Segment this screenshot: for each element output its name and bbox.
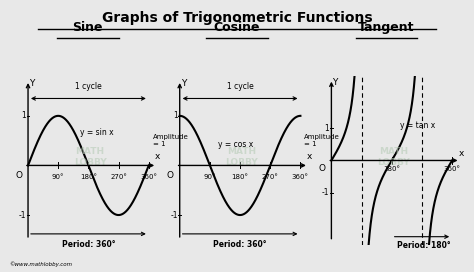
Text: 90°: 90° <box>52 174 64 180</box>
Text: Sine: Sine <box>73 21 103 34</box>
Text: Graphs of Trigonometric Functions: Graphs of Trigonometric Functions <box>102 11 372 25</box>
Text: 360°: 360° <box>140 174 157 180</box>
Text: 1: 1 <box>173 111 178 120</box>
Text: x: x <box>307 153 312 162</box>
Text: 180°: 180° <box>383 166 400 172</box>
Text: O: O <box>319 164 325 173</box>
Text: 270°: 270° <box>262 174 279 180</box>
Text: y = cos x: y = cos x <box>218 140 254 149</box>
Text: Period: 360°: Period: 360° <box>62 240 115 249</box>
Text: 90°: 90° <box>204 174 216 180</box>
Text: 360°: 360° <box>444 166 461 172</box>
Text: y = sin x: y = sin x <box>80 128 114 137</box>
Text: Y: Y <box>332 78 338 87</box>
Text: -1: -1 <box>322 188 329 197</box>
Text: 1: 1 <box>21 111 26 120</box>
Text: x: x <box>155 153 161 162</box>
Text: 1 cycle: 1 cycle <box>227 82 254 91</box>
Text: Cosine: Cosine <box>214 21 260 34</box>
Text: MATH
LOBBY: MATH LOBBY <box>377 147 410 167</box>
Text: 360°: 360° <box>292 174 309 180</box>
Text: 270°: 270° <box>110 174 127 180</box>
Text: Period: 180°: Period: 180° <box>397 241 450 250</box>
Text: Period: 360°: Period: 360° <box>213 240 267 249</box>
Text: MATH
LOBBY: MATH LOBBY <box>225 147 258 167</box>
Text: 1: 1 <box>325 123 329 132</box>
Text: O: O <box>167 171 173 180</box>
Text: Tangent: Tangent <box>358 21 415 34</box>
Text: ©www.mathlobby.com: ©www.mathlobby.com <box>9 261 73 267</box>
Text: Amplitude
= 1: Amplitude = 1 <box>304 134 340 147</box>
Text: 1 cycle: 1 cycle <box>75 82 102 91</box>
Text: x: x <box>458 149 464 158</box>
Text: -1: -1 <box>18 211 26 220</box>
Text: Amplitude
= 1: Amplitude = 1 <box>153 134 189 147</box>
Text: O: O <box>15 171 22 180</box>
Text: y = tan x: y = tan x <box>400 121 436 130</box>
Text: -1: -1 <box>170 211 178 220</box>
Text: Y: Y <box>29 79 35 88</box>
Text: 180°: 180° <box>232 174 248 180</box>
Text: 180°: 180° <box>80 174 97 180</box>
Text: Y: Y <box>181 79 186 88</box>
Text: MATH
LOBBY: MATH LOBBY <box>73 147 107 167</box>
